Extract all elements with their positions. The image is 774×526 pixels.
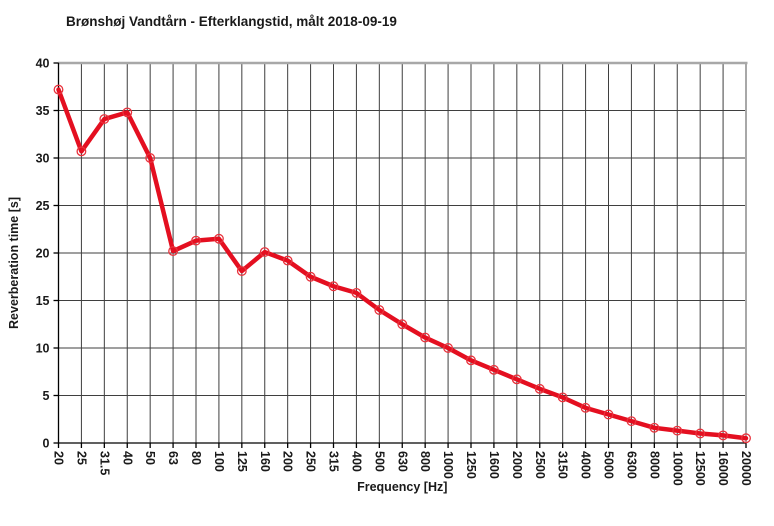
data-point-marker [145, 153, 156, 163]
x-tick-label: 20 [52, 451, 66, 465]
data-point-marker [236, 266, 247, 277]
x-tick-label: 1600 [487, 451, 501, 479]
x-tick-label: 63 [166, 451, 180, 465]
data-point-marker [672, 425, 683, 436]
chart-title: Brønshøj Vandtårn - Efterklangstid, målt… [66, 14, 397, 29]
x-tick-label: 40 [120, 451, 134, 465]
data-point-marker [603, 409, 614, 420]
x-axis-title: Frequency [Hz] [357, 480, 447, 494]
y-tick-label: 10 [36, 342, 50, 356]
data-point-marker [397, 319, 408, 330]
x-tick-label: 125 [235, 451, 249, 472]
data-point-marker [351, 287, 362, 298]
x-tick-label: 160 [258, 451, 272, 472]
x-tick-label: 25 [74, 451, 88, 465]
x-tick-label: 100 [212, 451, 226, 472]
data-point-marker [443, 343, 454, 353]
data-series-line [56, 87, 749, 441]
data-point-marker [466, 355, 476, 366]
x-tick-label: 31.5 [97, 451, 111, 475]
x-tick-label: 250 [304, 451, 318, 472]
data-point-marker [649, 422, 660, 433]
y-tick-label: 25 [36, 199, 50, 213]
x-tick-label: 80 [189, 451, 203, 465]
y-tick-label: 5 [43, 389, 50, 403]
data-point-marker [76, 146, 87, 157]
data-point-marker [191, 235, 201, 246]
y-tick-label: 15 [36, 294, 50, 308]
x-tick-label: 2500 [533, 451, 547, 479]
x-tick-label: 2000 [510, 451, 524, 479]
x-tick-label: 12500 [693, 451, 707, 486]
data-point-marker [511, 374, 522, 385]
y-tick-label: 0 [43, 437, 50, 451]
x-tick-label: 8000 [647, 451, 661, 479]
x-tick-label: 630 [395, 451, 409, 472]
x-tick-label: 20000 [739, 451, 753, 486]
x-tick-label: 10000 [670, 451, 684, 486]
y-tick-label: 20 [36, 247, 50, 261]
x-tick-label: 6300 [624, 451, 638, 479]
data-point-marker [282, 255, 293, 266]
data-point-marker [488, 364, 499, 375]
data-point-marker [305, 271, 316, 282]
y-tick-label: 40 [36, 57, 50, 71]
x-tick-label: 1250 [464, 451, 478, 479]
x-tick-label: 800 [418, 451, 432, 472]
x-tick-label: 16000 [716, 451, 730, 486]
data-point-marker [695, 428, 706, 439]
data-point-marker [718, 430, 729, 441]
x-tick-label: 400 [349, 451, 363, 472]
y-axis-title: Reverberation time [s] [7, 197, 21, 329]
x-tick-label: 4000 [579, 451, 593, 479]
data-point-marker [534, 383, 545, 394]
x-tick-label: 3150 [556, 451, 570, 479]
x-tick-label: 5000 [602, 451, 616, 479]
x-tick-label: 500 [372, 451, 386, 472]
data-point-marker [53, 84, 64, 95]
y-tick-label: 35 [36, 104, 50, 118]
data-point-marker [259, 247, 270, 258]
data-point-marker [580, 402, 591, 413]
data-point-marker [122, 107, 133, 118]
data-point-marker [626, 416, 637, 427]
data-point-marker [420, 332, 431, 343]
x-tick-label: 315 [327, 451, 341, 472]
x-tick-label: 1000 [441, 451, 455, 479]
data-point-marker [374, 305, 385, 315]
y-tick-label: 30 [36, 152, 50, 166]
data-point-marker [328, 281, 339, 292]
x-tick-label: 50 [143, 451, 157, 465]
data-point-marker [213, 233, 224, 244]
x-tick-label: 200 [281, 451, 295, 472]
data-point-marker [741, 433, 751, 444]
data-point-marker [99, 114, 110, 125]
data-point-marker [168, 246, 179, 257]
data-point-marker [557, 392, 568, 403]
